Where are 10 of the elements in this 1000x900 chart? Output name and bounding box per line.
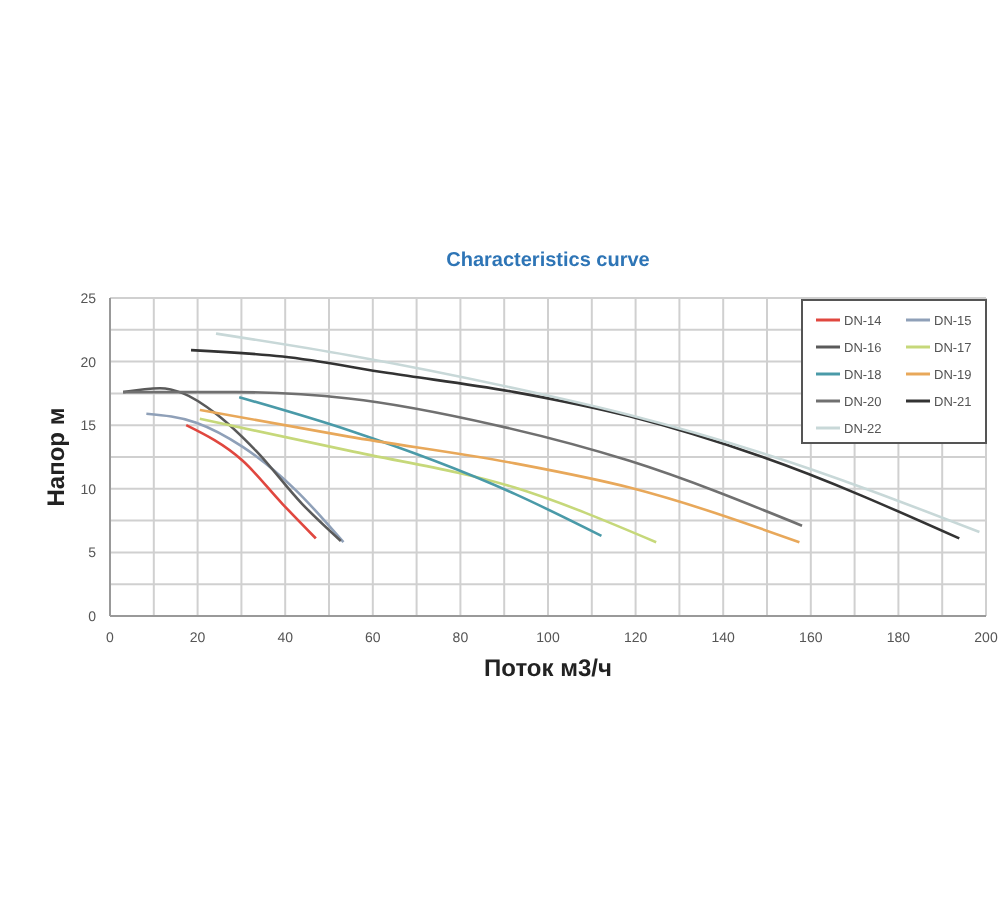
line-series [198, 417, 658, 544]
y-axis-title: Напор м [42, 407, 70, 507]
line-series [198, 408, 801, 544]
line-series [121, 387, 343, 543]
chart-title: Characteristics curve [446, 250, 651, 272]
line-series [237, 395, 603, 538]
line-series [145, 412, 345, 544]
x-axis-title: Поток м3/ч [484, 654, 612, 682]
line-series [121, 390, 804, 527]
line-series [184, 423, 318, 540]
